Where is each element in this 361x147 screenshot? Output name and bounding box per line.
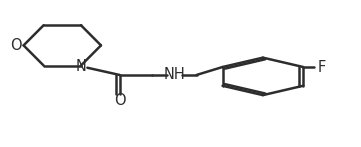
Text: NH: NH bbox=[164, 67, 185, 82]
Text: O: O bbox=[114, 93, 125, 108]
Text: O: O bbox=[10, 38, 22, 53]
Text: N: N bbox=[75, 59, 86, 74]
Text: F: F bbox=[318, 60, 326, 75]
